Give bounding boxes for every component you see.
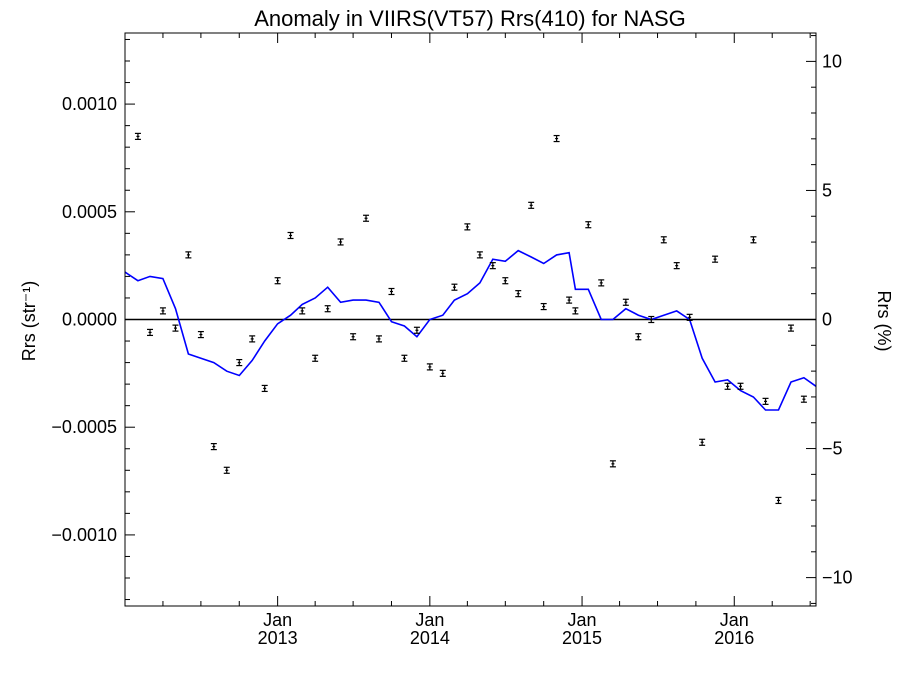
y-right-tick-label: 10 [822, 51, 842, 71]
y-left-tick-label: 0.0005 [62, 202, 117, 222]
data-point [635, 333, 642, 341]
x-tick-label-year: 2013 [258, 628, 298, 648]
data-point [800, 395, 807, 403]
data-point [686, 313, 693, 321]
data-point [762, 397, 769, 405]
data-point [223, 466, 230, 474]
data-point [185, 251, 192, 259]
data-point [363, 214, 370, 222]
data-point [737, 382, 744, 390]
x-tick-label-year: 2014 [410, 628, 450, 648]
y-right-tick-label: −5 [822, 439, 843, 459]
data-point [598, 279, 605, 287]
data-point [197, 330, 204, 339]
data-point [673, 262, 680, 270]
x-tick-label-year: 2016 [714, 628, 754, 648]
y-axis-right-label: Rrs (%) [874, 291, 894, 352]
data-point [413, 326, 420, 334]
x-tick-label-month: Jan [720, 610, 749, 630]
y-axis-left-label: Rrs (str⁻¹) [19, 281, 39, 361]
x-tick-label-month: Jan [415, 610, 444, 630]
data-point [388, 287, 395, 296]
data-point [609, 460, 616, 468]
data-point [312, 354, 319, 362]
data-point [426, 363, 433, 371]
y-left-tick-label: 0.0000 [62, 310, 117, 330]
data-point [553, 134, 560, 143]
data-point [622, 298, 629, 306]
x-tick-label-year: 2015 [562, 628, 602, 648]
data-point [147, 328, 154, 337]
data-point [451, 283, 458, 291]
data-point [540, 302, 547, 311]
data-point [787, 324, 794, 332]
data-point [287, 231, 294, 240]
y-left-tick-label: −0.0005 [51, 417, 117, 437]
data-point [515, 290, 522, 298]
data-point [324, 305, 331, 313]
x-tick-label-month: Jan [263, 610, 292, 630]
data-point [464, 223, 471, 231]
data-point [660, 236, 667, 244]
data-point [712, 255, 719, 263]
data-point [249, 335, 256, 343]
data-point [261, 384, 268, 393]
y-right-tick-label: 5 [822, 180, 832, 200]
data-point [274, 277, 281, 285]
data-point [134, 132, 141, 140]
data-point [502, 277, 509, 285]
chart-title: Anomaly in VIIRS(VT57) Rrs(410) for NASG [254, 6, 686, 31]
data-point [299, 307, 306, 315]
data-point [172, 324, 179, 332]
data-point [566, 296, 573, 304]
data-point [439, 369, 446, 377]
x-tick-label-month: Jan [568, 610, 597, 630]
axes: 0.0010 0.0005 0.0000 −0.0005 −0.0010 10 5 0 −5 −1… [51, 32, 853, 648]
smoothed-anomaly-line [124, 249, 817, 411]
data-point [572, 307, 579, 315]
data-point [648, 315, 655, 324]
data-point [350, 333, 357, 341]
data-point [724, 382, 731, 390]
data-point [337, 238, 344, 246]
y-right-tick-label: 0 [822, 310, 832, 330]
y-right-tick-label: −10 [822, 568, 853, 588]
data-point [375, 335, 382, 343]
data-point [528, 201, 535, 209]
data-point [750, 236, 757, 244]
data-point [236, 358, 243, 367]
data-point [401, 354, 408, 362]
data-point [585, 221, 592, 229]
data-point [159, 307, 166, 315]
data-point [210, 442, 217, 451]
plot-area [124, 132, 817, 505]
data-point [476, 251, 483, 259]
data-point [489, 262, 496, 270]
data-point [775, 496, 782, 505]
data-point [699, 438, 706, 446]
y-left-tick-label: 0.0010 [62, 94, 117, 114]
y-left-tick-label: −0.0010 [51, 525, 117, 545]
